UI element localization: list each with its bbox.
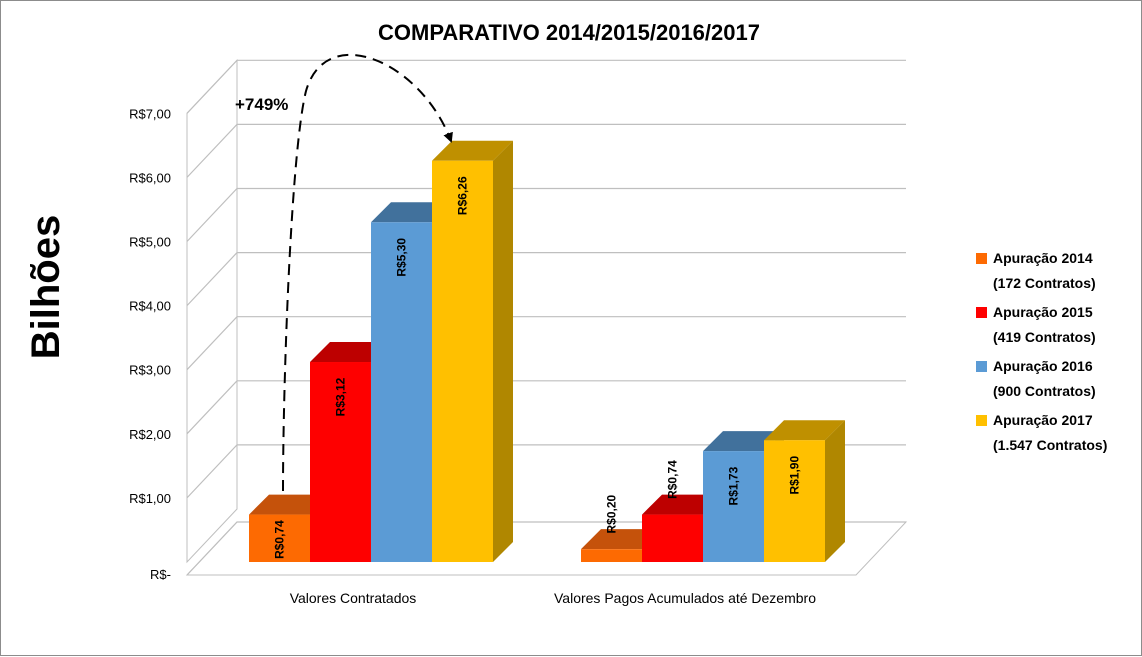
legend-label: Apuração 2015 xyxy=(993,304,1093,320)
legend-swatch xyxy=(976,253,987,264)
annotation-label: +749% xyxy=(235,95,288,114)
bar-front xyxy=(581,549,642,562)
y-tick-label: R$5,00 xyxy=(129,235,171,250)
gridline xyxy=(186,187,906,242)
y-tick-label: R$6,00 xyxy=(129,170,171,185)
bar-front xyxy=(432,160,493,562)
legend-label: Apuração 2016 xyxy=(993,358,1093,374)
bar-side xyxy=(493,140,513,562)
y-tick-label: R$- xyxy=(150,567,171,582)
bar-top xyxy=(432,140,513,161)
category-label: Valores Pagos Acumulados até Dezembro xyxy=(554,590,816,606)
side-wall xyxy=(186,59,238,564)
y-tick-labels: R$- R$1,00 R$2,00 R$3,00 R$4,00 R$5,00 R$6,00 R… xyxy=(129,106,171,582)
bar-front xyxy=(642,514,703,562)
legend-label-detail: (1.547 Contratos) xyxy=(993,437,1107,453)
gridline xyxy=(186,123,906,178)
data-label: R$1,73 xyxy=(727,466,741,505)
gridline xyxy=(186,316,906,371)
legend-swatch xyxy=(976,415,987,426)
gridline xyxy=(186,380,906,435)
legend: Apuração 2014 (172 Contratos) Apuração 201… xyxy=(976,250,1107,453)
bar-top xyxy=(764,420,845,441)
data-label: R$0,74 xyxy=(273,520,287,559)
y-tick-label: R$3,00 xyxy=(129,363,171,378)
y-tick-label: R$1,00 xyxy=(129,491,171,506)
data-label: R$1,90 xyxy=(788,456,802,495)
bar-top xyxy=(642,494,723,515)
bar-side xyxy=(825,420,845,562)
legend-label: Apuração 2014 xyxy=(993,250,1093,266)
annotations: +749% xyxy=(235,53,453,492)
data-label: R$0,74 xyxy=(666,460,680,499)
chart-title: COMPARATIVO 2014/2015/2016/2017 xyxy=(378,20,760,45)
bars: R$0,74 R$3,12 R$5,30 R$6,26 R$0,20 R$0,74 R$1,… xyxy=(249,140,845,562)
bar-front xyxy=(371,222,432,562)
data-label: R$3,12 xyxy=(334,377,348,416)
y-tick-label: R$2,00 xyxy=(129,427,171,442)
bar-front xyxy=(310,362,371,562)
bar xyxy=(764,420,845,562)
gridline xyxy=(186,444,906,499)
bar-top xyxy=(703,431,784,452)
bar-top xyxy=(310,342,391,363)
legend-swatch xyxy=(976,307,987,318)
bar-top xyxy=(371,202,452,223)
category-label: Valores Contratados xyxy=(290,590,417,606)
y-tick-label: R$7,00 xyxy=(129,106,171,121)
bar-front xyxy=(249,514,310,562)
data-label: R$6,26 xyxy=(456,176,470,215)
gridline xyxy=(186,252,906,307)
annotation-arrow xyxy=(282,53,453,492)
legend-label: Apuração 2017 xyxy=(993,412,1093,428)
y-tick-label: R$4,00 xyxy=(129,299,171,314)
bar xyxy=(432,140,513,562)
bar-front xyxy=(703,451,764,562)
category-labels: Valores Contratados Valores Pagos Acumula… xyxy=(290,590,817,606)
legend-label-detail: (900 Contratos) xyxy=(993,383,1096,399)
legend-label-detail: (172 Contratos) xyxy=(993,275,1096,291)
legend-swatch xyxy=(976,361,987,372)
data-label: R$0,20 xyxy=(605,495,619,534)
bar-top xyxy=(581,529,662,550)
bar-top xyxy=(249,494,330,515)
data-label: R$5,30 xyxy=(395,238,409,277)
y-axis-title: Bilhões xyxy=(24,215,68,359)
bar-front xyxy=(764,440,825,562)
gridline xyxy=(186,59,906,114)
legend-label-detail: (419 Contratos) xyxy=(993,329,1096,345)
